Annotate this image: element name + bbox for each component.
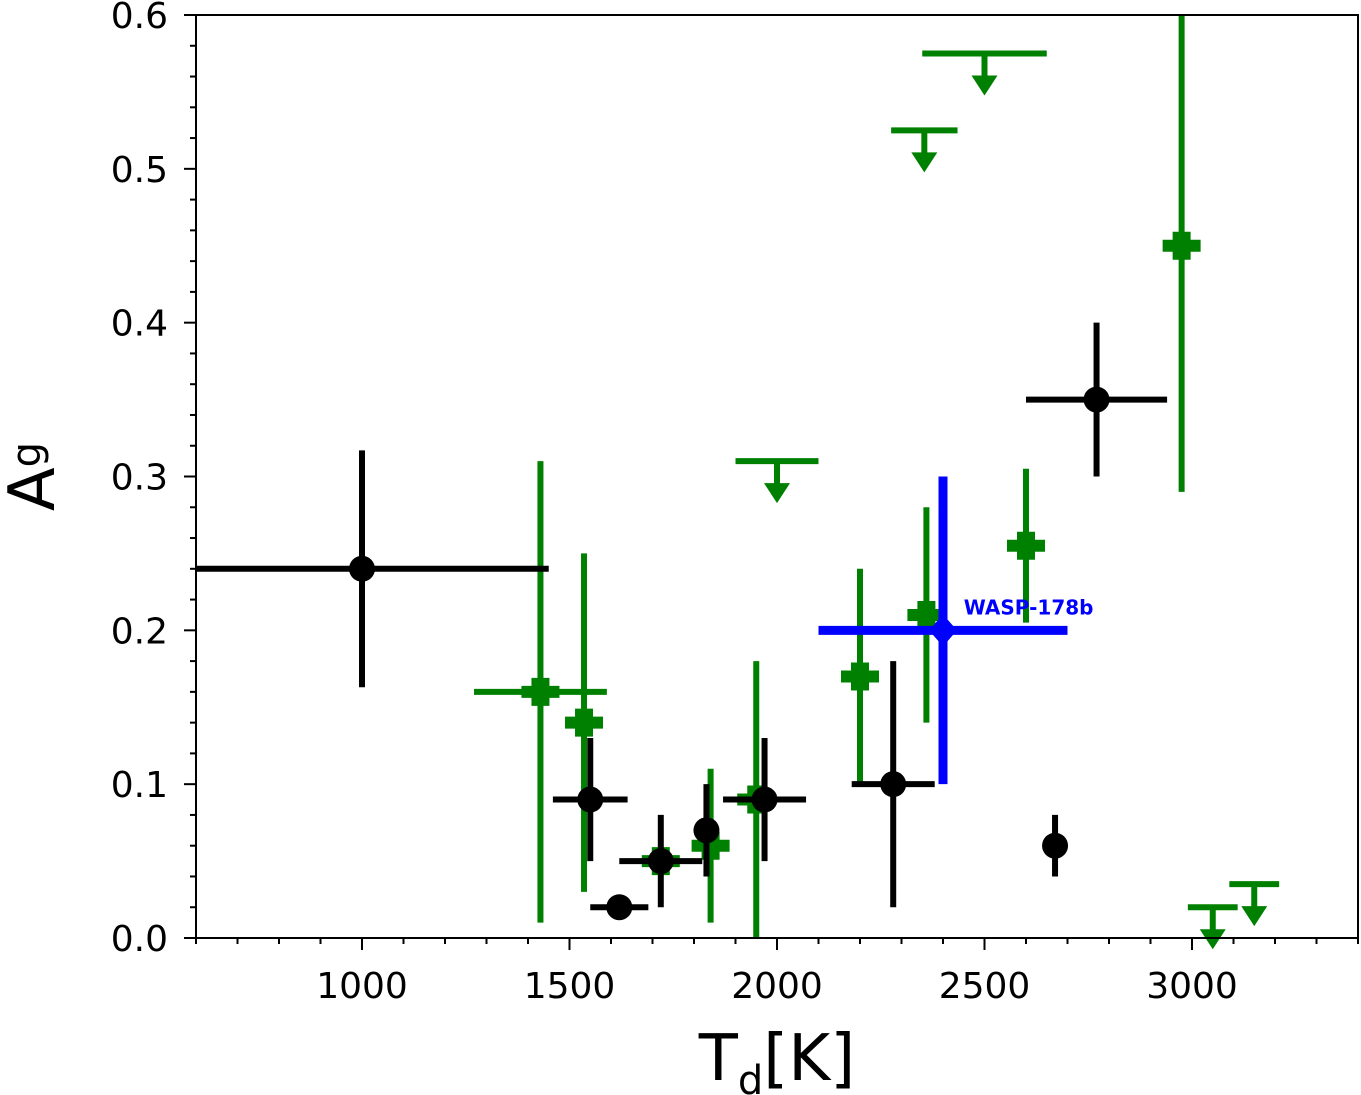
- upper-limit-arrow: [764, 483, 790, 504]
- annotation-layer: WASP-178b: [964, 595, 1094, 619]
- upper-limit-arrow: [1199, 929, 1226, 950]
- data-point: [565, 553, 604, 892]
- x-axis-label-sub: d: [738, 1058, 763, 1095]
- circle-marker: [577, 786, 604, 813]
- y-tick-label: 0.4: [111, 304, 168, 345]
- circle-marker: [751, 786, 778, 813]
- upper-limit-arrow: [1241, 906, 1268, 927]
- y-tick-label: 0.2: [111, 611, 168, 652]
- x-axis-label-main: T: [698, 1022, 739, 1095]
- data-point: [552, 738, 628, 862]
- x-tick-label: 2000: [731, 966, 823, 1007]
- circle-marker: [1083, 386, 1110, 413]
- x-tick-label: 2500: [939, 966, 1031, 1007]
- y-tick-label: 0.0: [111, 919, 168, 960]
- data-point: [619, 814, 703, 908]
- x-axis: 1000 1500 2000 2500 3000: [195, 938, 1359, 1007]
- circle-marker: [349, 555, 375, 582]
- circle-marker: [647, 848, 674, 875]
- y-axis-label-main: A: [0, 467, 70, 511]
- x-tick-label: 3000: [1146, 966, 1238, 1007]
- circle-marker: [880, 771, 907, 798]
- circle-marker: [606, 894, 633, 921]
- x-tick-label: 1500: [524, 966, 616, 1007]
- data-layer: [196, 15, 1280, 950]
- data-point: [818, 476, 1068, 785]
- data-point: [691, 768, 730, 923]
- x-tick-label: 1000: [316, 966, 408, 1007]
- upper-limit: [1229, 881, 1280, 927]
- data-point: [851, 661, 935, 908]
- circle-marker: [1042, 832, 1069, 859]
- y-tick-label: 0.3: [111, 458, 168, 499]
- upper-limit: [891, 127, 958, 173]
- data-point: [723, 738, 807, 862]
- upper-limit-arrow: [911, 152, 938, 173]
- y-axis-label-sub: g: [4, 442, 50, 467]
- y-tick-label: 0.6: [111, 0, 168, 37]
- data-point: [1026, 322, 1168, 477]
- circle-marker: [693, 817, 720, 844]
- x-axis-label-unit: [K]: [763, 1022, 855, 1095]
- upper-limit-arrow: [971, 75, 998, 96]
- data-point: [1162, 15, 1201, 492]
- y-axis: 0.0 0.1 0.2 0.3 0.4 0.5 0.6: [111, 0, 196, 960]
- data-point: [1007, 468, 1045, 623]
- y-tick-label: 0.1: [111, 765, 168, 806]
- y-axis-label: Ag: [0, 442, 70, 511]
- data-point: [693, 784, 720, 877]
- upper-limit: [922, 50, 1047, 96]
- x-axis-label: Td[K]: [698, 1022, 855, 1095]
- data-point: [1042, 814, 1069, 877]
- data-point: [841, 568, 879, 785]
- data-point: [196, 450, 549, 688]
- data-point: [590, 894, 649, 921]
- upper-limit: [735, 458, 819, 504]
- upper-limit: [1187, 904, 1238, 950]
- y-tick-label: 0.5: [111, 150, 168, 191]
- point-annotation: WASP-178b: [964, 595, 1094, 619]
- diamond-marker: [929, 614, 957, 647]
